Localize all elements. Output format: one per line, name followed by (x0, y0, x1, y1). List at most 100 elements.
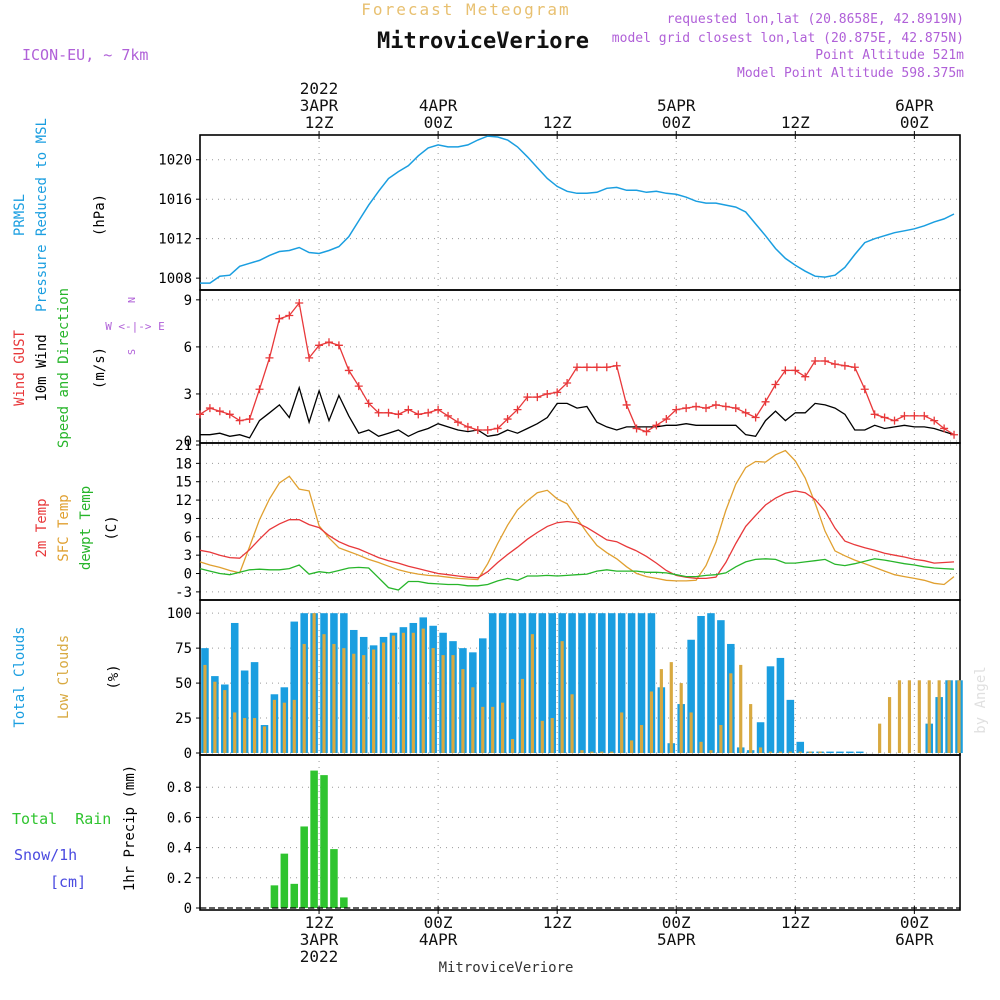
pressure-ytick-label: 1016 (158, 192, 192, 208)
point-altitude: Point Altitude 521m (815, 48, 964, 63)
low-cloud-bar (471, 687, 475, 753)
total-cloud-bar (766, 666, 775, 753)
low-cloud-bar (620, 712, 624, 753)
low-cloud-bar (917, 680, 921, 753)
rain-bar (330, 849, 338, 908)
low-cloud-bar (461, 669, 465, 753)
time-label: 12Z (781, 913, 810, 932)
product-title: Forecast Meteogram (361, 0, 570, 19)
total-cloud-bar (786, 699, 795, 753)
gust-marker (682, 404, 691, 413)
low-cloud-bar (897, 680, 902, 753)
gust-marker (563, 378, 572, 387)
total-cloud-bar (578, 613, 586, 753)
low-cloud-bar (778, 751, 783, 753)
gust-marker (721, 402, 730, 411)
temperature-ytick-label: -3 (175, 585, 192, 601)
gust-marker (940, 424, 949, 433)
total-cloud-bar (290, 621, 299, 753)
time-label: 12Z (781, 113, 810, 132)
temp-sfc-label: SFC Temp (56, 494, 72, 561)
gust-marker (463, 422, 472, 431)
low-cloud-bar (540, 720, 544, 753)
wind-ytick-label: 9 (184, 293, 192, 309)
time-label: 3APR (300, 96, 339, 115)
gust-marker (642, 427, 651, 436)
pressure-ytick-label: 1020 (158, 153, 192, 169)
gust-marker (364, 399, 373, 408)
wind-10m-line (200, 385, 955, 439)
total-cloud-bar (796, 741, 805, 753)
gust-marker (444, 411, 453, 420)
panels: 10081012101610200369-3036912151821025507… (158, 134, 963, 917)
time-label: 3APR (300, 930, 339, 949)
low-cloud-bar (352, 653, 356, 753)
gust-marker (354, 382, 363, 391)
total-cloud-bar (538, 613, 547, 753)
gust-marker (453, 418, 462, 427)
time-label: 12Z (305, 113, 334, 132)
wind-labels: Wind GUST 10m Wind Speed and Direction (… (12, 288, 165, 448)
time-label: 4APR (419, 930, 458, 949)
compass-west-east: W <-|-> E (105, 320, 165, 333)
low-cloud-bar (362, 655, 366, 753)
low-cloud-bar (669, 662, 673, 753)
wind-ytick-label: 3 (184, 387, 192, 403)
low-cloud-bar (213, 681, 217, 753)
time-label: 00Z (900, 913, 929, 932)
total-cloud-bar (826, 751, 834, 753)
panel-wind: 0 3 6 9 (184, 289, 961, 450)
time-label: 12Z (543, 913, 572, 932)
requested-coords: requested lon,lat (20.8658E, 42.8919N) (667, 12, 964, 27)
low-cloud-bar (610, 751, 614, 753)
gust-marker (434, 405, 443, 414)
temperature-ytick-label: 12 (175, 493, 192, 509)
low-cloud-bar (262, 726, 267, 753)
gust-marker (910, 411, 919, 420)
total-cloud-bar (756, 722, 765, 753)
gust-marker (781, 366, 790, 375)
low-cloud-bar (550, 718, 554, 753)
gust-marker (821, 357, 830, 366)
low-cloud-bar (639, 725, 644, 753)
gust-marker (751, 413, 760, 422)
gust-marker (860, 385, 869, 394)
gust-marker (513, 405, 522, 414)
pressure-ytick-label: 1008 (158, 271, 192, 287)
total-cloud-bar (240, 670, 249, 753)
temp-unit: (C) (104, 515, 120, 540)
gust-marker (573, 363, 582, 372)
low-cloud-bar (590, 751, 594, 753)
total-cloud-bar (598, 613, 606, 753)
time-label: 12Z (543, 113, 572, 132)
gust-marker (870, 410, 879, 419)
low-cloud-bar (312, 613, 316, 753)
low-cloud-bar (421, 628, 425, 753)
model-altitude: Model Point Altitude 598.375m (737, 66, 964, 81)
location-title: MitroviceVeriore (377, 29, 589, 54)
temp-sfc-line (199, 449, 955, 586)
total-cloud-bar (856, 751, 864, 753)
gust-marker (900, 411, 909, 420)
time-label: 00Z (662, 913, 691, 932)
rain-bar (310, 770, 318, 908)
gust-marker (830, 360, 839, 369)
gust-marker (602, 363, 611, 372)
low-cloud-bar (391, 635, 396, 753)
low-cloud-bar (381, 642, 386, 753)
gust-marker (275, 314, 284, 323)
low-cloud-bar (302, 643, 306, 753)
precip-ytick-label: 0.8 (167, 780, 192, 796)
rain-bar (340, 897, 348, 908)
low-cloud-bar (907, 680, 911, 753)
low-cloud-bar (878, 723, 882, 753)
gust-marker (702, 404, 711, 413)
temp-dewpt-label: dewpt Temp (78, 486, 94, 570)
low-cloud-bar (252, 718, 257, 753)
compass-north: N (127, 297, 138, 303)
precip-frame (199, 754, 961, 911)
gust-marker (205, 404, 214, 413)
pressure-unit: (hPa) (92, 194, 108, 236)
total-cloud-bar (627, 613, 636, 753)
gust-marker (344, 366, 353, 375)
